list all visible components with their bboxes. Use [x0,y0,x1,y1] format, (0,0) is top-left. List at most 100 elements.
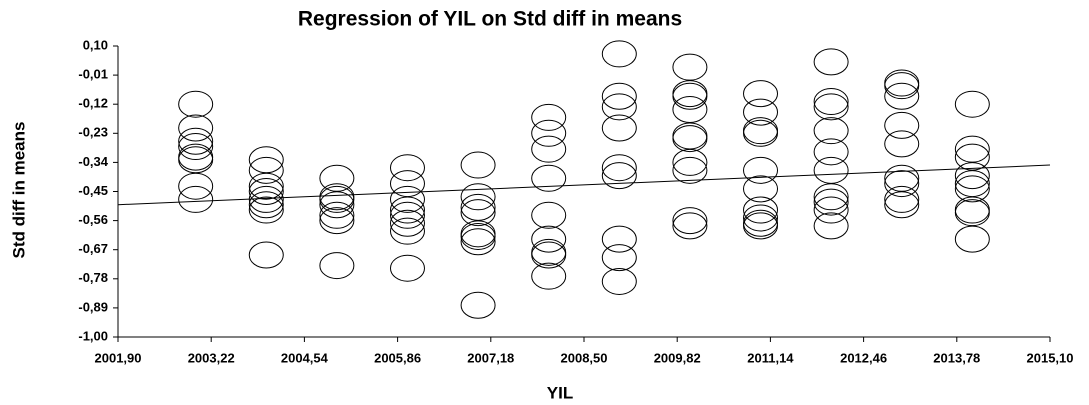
point [813,183,849,211]
point [813,196,849,224]
point [601,225,637,253]
x-tick-label: 2011,14 [747,350,794,365]
point [672,122,708,150]
y-tick-label: -0,34 [78,154,108,169]
point [954,196,990,224]
point [672,125,708,153]
point [954,162,990,190]
y-tick-label: -0,12 [78,96,108,111]
point [389,185,425,213]
point [813,117,849,145]
x-tick-label: 2004,54 [281,350,329,365]
point [389,209,425,237]
point [389,196,425,224]
point [954,175,990,203]
regression-line [117,164,1051,206]
point [389,154,425,182]
chart-title: Regression of YIL on Std diff in means [298,8,682,31]
point [601,82,637,110]
x-tick-label: 2003,22 [188,350,235,365]
point [601,114,637,142]
point [460,183,496,211]
point [601,267,637,295]
y-tick-label: -0,67 [78,241,108,256]
point [884,164,920,192]
point [743,119,779,147]
point [460,222,496,250]
x-tick-label: 2013,78 [933,350,980,365]
point [389,254,425,282]
y-tick-label: -0,78 [78,270,108,285]
point [954,170,990,198]
point [248,196,284,224]
point [460,199,496,227]
point [319,191,355,219]
point [743,80,779,108]
point [531,135,567,163]
point [884,72,920,100]
point [531,225,567,253]
point [601,154,637,182]
point [601,244,637,272]
point [389,217,425,245]
point [178,127,214,155]
point [813,48,849,76]
point [460,151,496,179]
point [319,201,355,229]
point [248,241,284,269]
point [743,117,779,145]
point [672,82,708,110]
x-tick-label: 2007,18 [467,350,514,365]
point [884,185,920,213]
point [248,172,284,200]
point [178,143,214,171]
point [248,146,284,174]
point [954,90,990,118]
point [672,80,708,108]
point [813,138,849,166]
y-tick-label: -0,01 [78,67,108,82]
point [319,185,355,213]
point [531,103,567,131]
y-tick-label: -0,45 [78,183,108,198]
point [672,212,708,240]
x-tick-label: 2005,86 [374,350,421,365]
x-tick-label: 2012,46 [840,350,887,365]
point [178,185,214,213]
point [460,228,496,256]
point [813,188,849,216]
point [813,93,849,121]
point [248,191,284,219]
point [813,156,849,184]
point [743,98,779,126]
point [248,178,284,205]
x-tick-label: 2001,90 [95,350,142,365]
point [884,191,920,219]
y-tick-label: 0,10 [83,37,108,52]
point [743,175,779,203]
point [601,162,637,190]
point [531,119,567,147]
point [389,201,425,229]
point [813,88,849,116]
point [531,241,567,269]
y-axis-label: Std diff in means [9,122,28,259]
point [248,156,284,184]
point [743,196,779,224]
point [319,207,355,235]
y-tick-label: -1,00 [78,328,108,343]
point [178,114,214,142]
point [672,53,708,81]
point [601,40,637,68]
point [178,133,214,161]
point [743,212,779,240]
point [884,111,920,139]
point [743,209,779,237]
point [601,93,637,121]
point [884,170,920,198]
point [954,225,990,253]
point [178,90,214,118]
point [531,262,567,290]
point [884,82,920,110]
